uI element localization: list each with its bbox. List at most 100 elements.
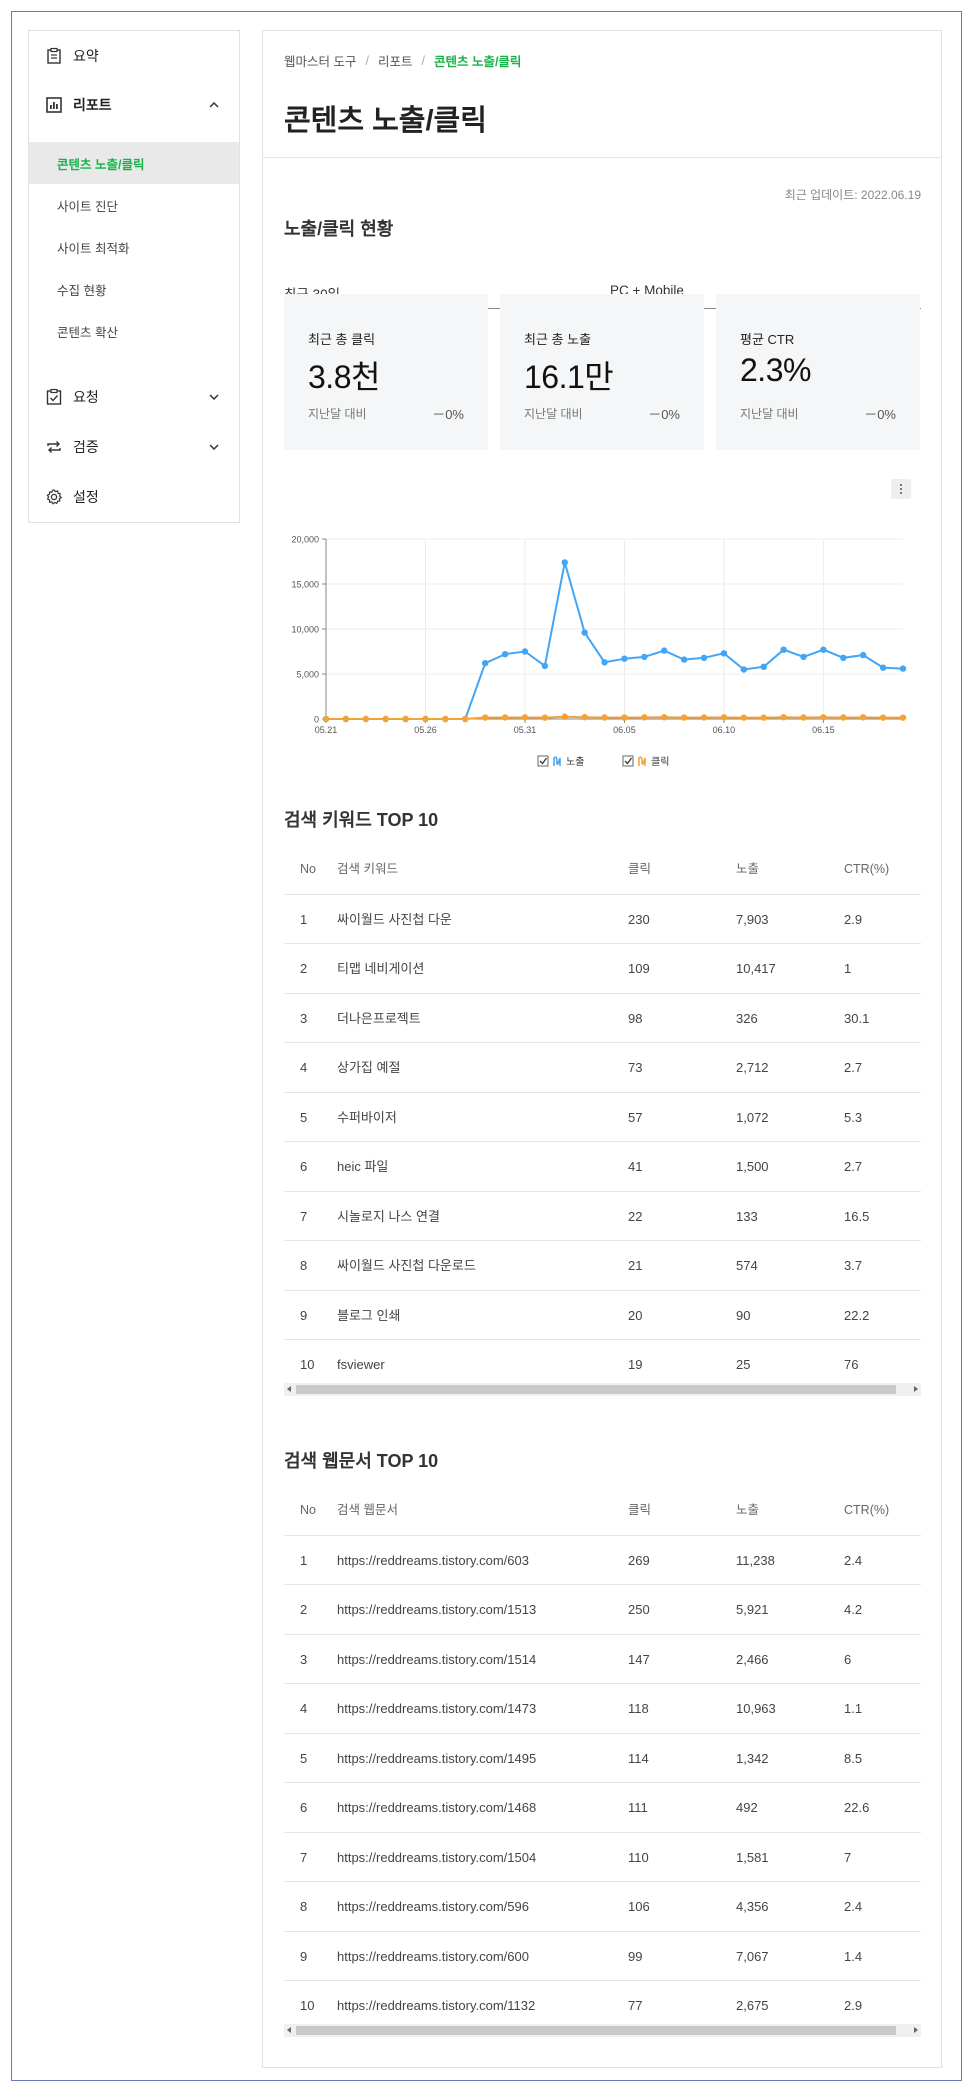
table-cell: 57 bbox=[628, 1109, 643, 1125]
sidebar-item-label: 검증 bbox=[73, 439, 99, 455]
table-cell: 1 bbox=[844, 961, 852, 976]
table-cell[interactable]: fsviewer bbox=[337, 1357, 385, 1372]
scrollbar-thumb[interactable] bbox=[296, 2026, 896, 2035]
table-cell[interactable]: heic 파일 bbox=[337, 1159, 389, 1174]
table-cell[interactable]: https://reddreams.tistory.com/1468 bbox=[337, 1800, 537, 1815]
sidebar-subitem-crawl-status[interactable]: 수집 현황 bbox=[57, 283, 107, 298]
data-point bbox=[382, 715, 389, 723]
y-tick-label: 0 bbox=[314, 715, 319, 725]
table-cell[interactable]: https://reddreams.tistory.com/1495 bbox=[337, 1750, 537, 1766]
scroll-right-icon[interactable] bbox=[914, 2027, 918, 2033]
sidebar-item-report[interactable]: 리포트 bbox=[29, 85, 239, 125]
chevron-down-icon[interactable] bbox=[207, 440, 221, 454]
table-cell: 118 bbox=[628, 1701, 649, 1716]
data-point bbox=[322, 715, 330, 723]
table-row[interactable]: 6 heic 파일 41 1,500 2.7 bbox=[284, 1142, 921, 1192]
y-tick-label: 20,000 bbox=[291, 535, 319, 545]
breadcrumb-item[interactable]: 웹마스터 도구 bbox=[284, 55, 357, 69]
table-row[interactable]: 8 https://reddreams.tistory.com/596 106 4,3… bbox=[284, 1882, 921, 1932]
table-row[interactable]: 9 블로그 인쇄 20 90 22.2 bbox=[284, 1291, 921, 1340]
sidebar-item-verify[interactable]: 검증 bbox=[29, 427, 239, 467]
sidebar-item-request[interactable]: 요청 bbox=[29, 377, 239, 417]
table-cell: 4.2 bbox=[844, 1602, 863, 1617]
table-cell: 98 bbox=[628, 1010, 643, 1026]
stat-card-clicks: 최근 총 클릭 3.8천 지난달 대비 －0% bbox=[284, 294, 488, 450]
scroll-left-icon[interactable] bbox=[287, 2027, 291, 2033]
stat-label: 최근 총 노출 bbox=[524, 332, 592, 347]
sidebar-item-summary[interactable]: 요약 bbox=[29, 36, 239, 76]
table-cell[interactable]: 상가집 예절 bbox=[337, 1060, 401, 1075]
table-cell[interactable]: https://reddreams.tistory.com/1132 bbox=[337, 1998, 536, 2013]
breadcrumb-item[interactable]: 리포트 bbox=[377, 55, 413, 69]
table-row[interactable]: 3 더나은프로젝트 98 326 30.1 bbox=[284, 994, 921, 1043]
table-row[interactable]: 3 https://reddreams.tistory.com/1514 147 2,… bbox=[284, 1635, 921, 1684]
table-cell: 5.3 bbox=[844, 1109, 863, 1125]
sidebar: 요약 리포트 콘텐츠 노출/클릭 사이트 진단 사이트 최적화 수집 현황 콘텐… bbox=[28, 30, 240, 523]
table-cell: 2.7 bbox=[844, 1159, 863, 1174]
table-cell[interactable]: 싸이월드 사진첩 다운 bbox=[337, 911, 452, 927]
sidebar-subitem-site-diagnosis[interactable]: 사이트 진단 bbox=[57, 199, 118, 214]
table-cell[interactable]: https://reddreams.tistory.com/600 bbox=[337, 1948, 529, 1964]
table-cell[interactable]: https://reddreams.tistory.com/1514 bbox=[337, 1651, 537, 1667]
table-cell: 1.4 bbox=[844, 1948, 863, 1964]
sidebar-subitem-site-optimization[interactable]: 사이트 최적화 bbox=[57, 241, 130, 256]
table-row[interactable]: 4 상가집 예절 73 2,712 2.7 bbox=[284, 1043, 921, 1093]
table-cell: 6 bbox=[300, 1159, 308, 1174]
data-point bbox=[700, 654, 708, 661]
table-header-cell: No bbox=[300, 862, 316, 876]
table-cell[interactable]: 블로그 인쇄 bbox=[337, 1307, 401, 1323]
table-cell[interactable]: https://reddreams.tistory.com/603 bbox=[337, 1552, 529, 1568]
sidebar-subitem-content-exposure[interactable]: 콘텐츠 노출/클릭 bbox=[29, 142, 239, 184]
keywords-table-scrollbar[interactable] bbox=[284, 1383, 921, 1396]
table-row[interactable]: 4 https://reddreams.tistory.com/1473 118 10… bbox=[284, 1684, 921, 1734]
table-row[interactable]: 5 https://reddreams.tistory.com/1495 114 1,… bbox=[284, 1734, 921, 1783]
table-cell[interactable]: 더나은프로젝트 bbox=[337, 1010, 421, 1026]
data-point bbox=[720, 714, 728, 721]
data-point bbox=[680, 656, 688, 663]
gear-icon bbox=[45, 488, 63, 506]
sidebar-item-settings[interactable]: 설정 bbox=[29, 477, 239, 517]
data-point bbox=[879, 714, 887, 721]
chevron-down-icon[interactable] bbox=[207, 390, 221, 404]
data-point bbox=[601, 659, 608, 666]
table-row[interactable]: 2 티맵 네비게이션 109 10,417 1 bbox=[284, 944, 921, 994]
table-cell[interactable]: 싸이월드 사진첩 다운로드 bbox=[337, 1258, 476, 1273]
overview-title: 노출/클릭 현황 bbox=[284, 219, 394, 239]
page-header: 웹마스터 도구 / 리포트 / 콘텐츠 노출/클릭 콘텐츠 노출/클릭 bbox=[263, 31, 941, 158]
table-cell: 1.1 bbox=[844, 1701, 863, 1716]
scroll-right-icon[interactable] bbox=[914, 1386, 918, 1392]
data-point bbox=[541, 714, 549, 721]
table-row[interactable]: 2 https://reddreams.tistory.com/1513 250 5,… bbox=[284, 1585, 921, 1635]
table-row[interactable]: 7 시놀로지 나스 연결 22 133 16.5 bbox=[284, 1192, 921, 1241]
table-header-cell: 노출 bbox=[736, 862, 760, 876]
table-row[interactable]: 6 https://reddreams.tistory.com/1468 111 49… bbox=[284, 1783, 921, 1833]
chart-menu-button[interactable] bbox=[891, 479, 911, 499]
table-cell: 114 bbox=[628, 1750, 649, 1766]
table-cell[interactable]: https://reddreams.tistory.com/1504 bbox=[337, 1849, 537, 1865]
table-cell: 2,466 bbox=[736, 1651, 769, 1667]
stat-value: 2.3% bbox=[740, 352, 811, 388]
table-row[interactable]: 1 싸이월드 사진첩 다운 230 7,903 2.9 bbox=[284, 895, 921, 944]
table-cell[interactable]: 수퍼바이저 bbox=[337, 1109, 397, 1125]
table-cell[interactable]: https://reddreams.tistory.com/1473 bbox=[337, 1701, 537, 1716]
table-cell[interactable]: 티맵 네비게이션 bbox=[337, 961, 425, 976]
table-cell[interactable]: https://reddreams.tistory.com/1513 bbox=[337, 1602, 537, 1617]
table-cell: 11,238 bbox=[736, 1552, 775, 1568]
sidebar-subitem-content-spread[interactable]: 콘텐츠 확산 bbox=[57, 325, 118, 340]
y-tick-label: 10,000 bbox=[291, 625, 319, 635]
x-tick-label: 06.15 bbox=[812, 725, 835, 735]
table-row[interactable]: 9 https://reddreams.tistory.com/600 99 7,06… bbox=[284, 1932, 921, 1981]
x-tick-label: 05.26 bbox=[414, 725, 437, 735]
scroll-left-icon[interactable] bbox=[287, 1386, 291, 1392]
documents-table-scrollbar[interactable] bbox=[284, 2024, 921, 2037]
table-row[interactable]: 7 https://reddreams.tistory.com/1504 110 1,… bbox=[284, 1833, 921, 1882]
scrollbar-thumb[interactable] bbox=[296, 1385, 896, 1394]
table-cell[interactable]: 시놀로지 나스 연결 bbox=[337, 1208, 440, 1224]
x-tick-label: 06.10 bbox=[713, 725, 736, 735]
table-row[interactable]: 8 싸이월드 사진첩 다운로드 21 574 3.7 bbox=[284, 1241, 921, 1291]
table-row[interactable]: 5 수퍼바이저 57 1,072 5.3 bbox=[284, 1093, 921, 1142]
table-cell[interactable]: https://reddreams.tistory.com/596 bbox=[337, 1899, 529, 1914]
chevron-up-icon[interactable] bbox=[207, 98, 221, 112]
table-cell: 10,417 bbox=[736, 961, 776, 976]
table-row[interactable]: 1 https://reddreams.tistory.com/603 269 11,… bbox=[284, 1536, 921, 1585]
